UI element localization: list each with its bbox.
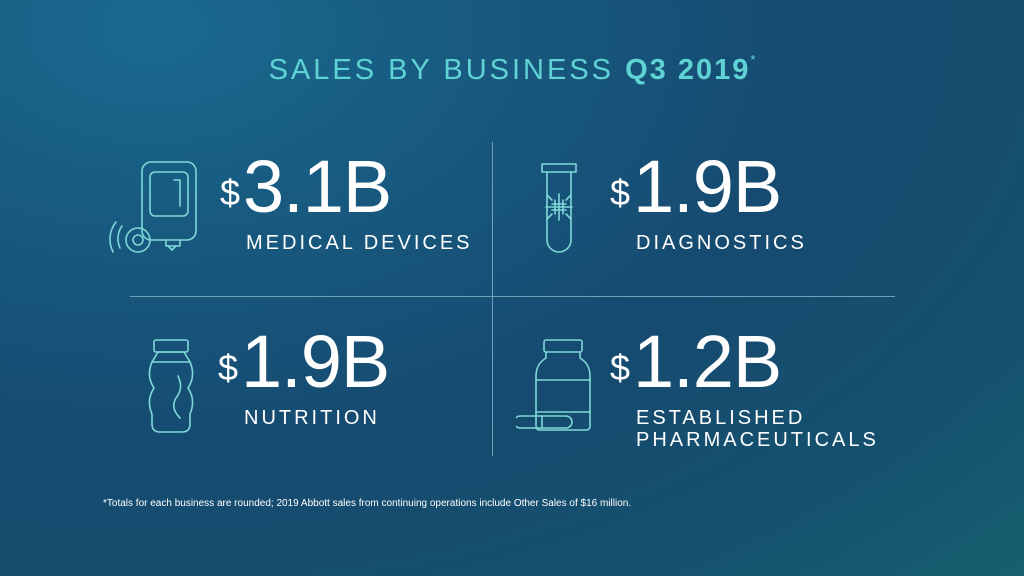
footnote: *Totals for each business are rounded; 2…	[103, 498, 632, 509]
page-title: SALES BY BUSINESS Q3 2019*	[0, 52, 1024, 87]
nutrition-value: 1.9B	[241, 320, 390, 403]
established-pharmaceuticals-amount: $1.2B	[610, 325, 879, 399]
glucose-monitor-icon	[108, 160, 204, 260]
medical-devices-metric: $3.1B MEDICAL DEVICES	[220, 150, 473, 255]
diagnostics-value: 1.9B	[633, 145, 782, 228]
established-pharmaceuticals-label: ESTABLISHED PHARMACEUTICALS	[636, 407, 879, 451]
diagnostics-metric: $1.9B DIAGNOSTICS	[610, 150, 807, 255]
vertical-divider	[492, 142, 493, 456]
established-pharmaceuticals-metric: $1.2B ESTABLISHED PHARMACEUTICALS	[610, 325, 879, 452]
diagnostics-amount: $1.9B	[610, 150, 807, 224]
diagnostics-label: DIAGNOSTICS	[636, 232, 807, 254]
nutrition-amount: $1.9B	[218, 325, 390, 399]
currency-symbol: $	[220, 172, 240, 213]
currency-symbol: $	[218, 347, 238, 388]
label-line-1: ESTABLISHED	[636, 407, 806, 429]
horizontal-divider	[130, 296, 895, 297]
test-tube-icon	[536, 160, 586, 260]
medical-devices-label: MEDICAL DEVICES	[246, 232, 473, 254]
medical-devices-value: 3.1B	[243, 145, 392, 228]
medical-devices-amount: $3.1B	[220, 150, 473, 224]
nutrition-metric: $1.9B NUTRITION	[218, 325, 390, 430]
established-pharmaceuticals-value: 1.2B	[633, 320, 782, 403]
title-period: Q3 2019	[625, 54, 751, 86]
currency-symbol: $	[610, 172, 630, 213]
pill-bottle-icon	[516, 336, 596, 436]
title-footnote-mark: *	[750, 52, 756, 67]
nutrition-bottle-icon	[140, 336, 206, 436]
nutrition-label: NUTRITION	[244, 407, 380, 429]
title-prefix: SALES BY BUSINESS	[268, 54, 615, 86]
label-line-2: PHARMACEUTICALS	[636, 429, 879, 451]
currency-symbol: $	[610, 347, 630, 388]
